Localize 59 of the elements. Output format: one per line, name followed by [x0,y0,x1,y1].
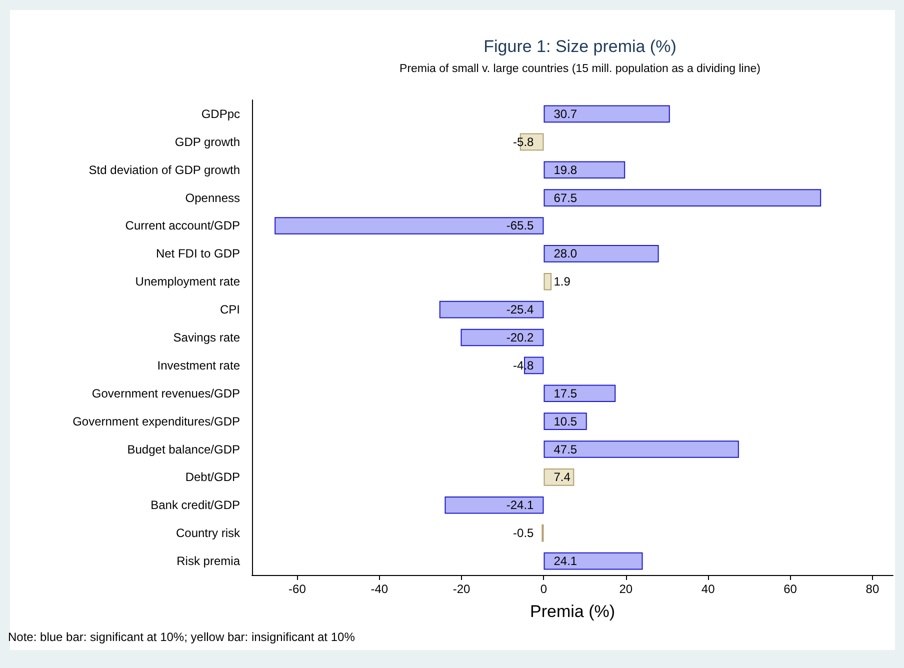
bar [274,217,544,234]
data-label: -0.5 [513,526,534,540]
data-label: 17.5 [554,386,578,400]
bar [444,496,544,514]
y-tick-label: Bank credit/GDP [150,498,240,512]
bar [544,412,587,430]
y-tick-label: Openness [185,190,240,205]
y-tick-label: GDP growth [174,134,240,149]
bar [439,300,544,318]
bar [544,189,822,206]
x-tick-label: 80 [866,582,880,596]
x-tick-label: -20 [452,582,471,596]
data-label: 19.8 [554,162,578,177]
data-label: -20.2 [506,330,534,344]
y-tick-label: Government revenues/GDP [92,386,240,400]
data-label: 30.7 [554,106,578,121]
y-tick-label: GDPpc [201,106,240,121]
x-tick-label: 60 [784,582,798,596]
bar [544,245,659,262]
bar [544,161,626,179]
data-label: -65.5 [506,218,534,233]
y-tick-label: Net FDI to GDP [156,246,240,261]
bar [544,272,552,290]
x-tick-label: -40 [370,582,388,596]
data-label: 1.9 [554,274,571,289]
y-tick-label: Country risk [176,526,241,540]
data-label: 47.5 [554,442,578,456]
y-tick-label: CPI [220,302,240,317]
data-label: 28.0 [554,246,578,261]
y-tick-label: Savings rate [173,330,240,344]
bar [544,468,574,486]
x-tick-label: 20 [619,582,633,596]
x-axis-title: Premia (%) [530,602,616,621]
y-tick-label: Risk premia [176,554,240,568]
y-tick-label: Investment rate [157,358,240,372]
data-label: 10.5 [554,414,578,428]
data-label: -25.4 [506,302,534,317]
chart-title: Figure 1: Size premia (%) [484,37,676,56]
y-tick-label: Std deviation of GDP growth [88,162,240,177]
data-label: 67.5 [554,190,578,205]
x-tick-label: 40 [701,582,716,596]
bar [544,440,739,458]
data-label: 24.1 [554,554,578,568]
y-tick-label: Debt/GDP [185,470,240,484]
chart-subtitle: Premia of small v. large countries (15 mill. population as a dividing line) [400,63,761,75]
bar [544,552,643,570]
bar [544,384,616,402]
y-tick-label: Current account/GDP [125,218,240,233]
text: Note: blue bar: significant at 10%; yellow bar: insignificant at 10% [8,630,355,644]
data-label: -5.8 [513,134,534,149]
data-label: -24.1 [506,498,534,512]
x-tick-label: 0 [540,582,548,596]
bar [460,328,544,346]
y-tick-label: Government expenditures/GDP [72,414,240,428]
y-tick-label: Unemployment rate [135,274,240,289]
data-label: 7.4 [554,470,571,484]
bar [544,105,670,123]
y-tick-label: Budget balance/GDP [127,442,240,456]
x-tick-label: -60 [288,582,306,596]
